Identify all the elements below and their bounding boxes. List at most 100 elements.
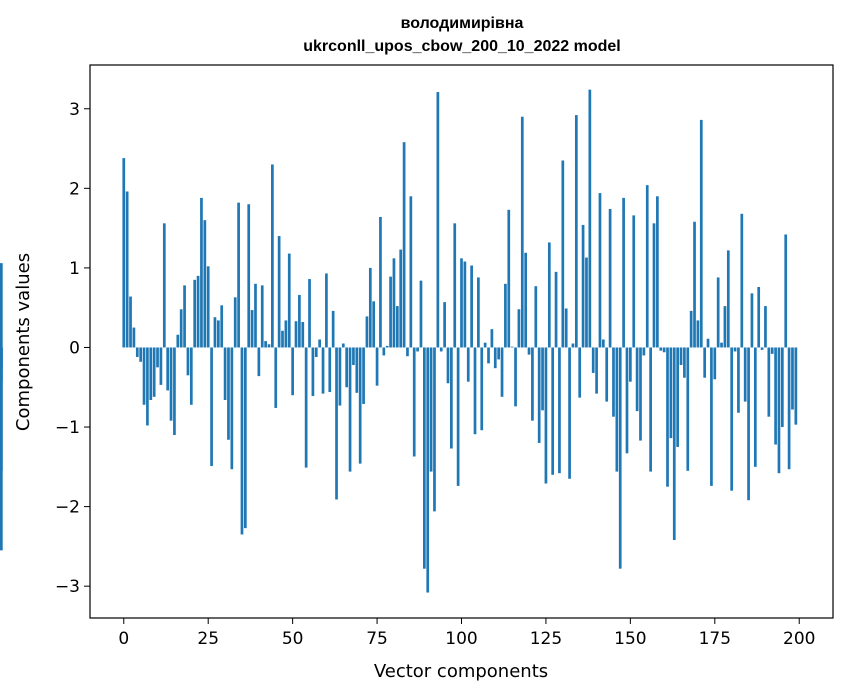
- bar: [743, 347, 747, 402]
- bar: [456, 347, 460, 486]
- bar: [122, 158, 126, 348]
- bar: [206, 266, 210, 348]
- bar: [716, 277, 720, 348]
- bar: [213, 317, 217, 348]
- bar: [770, 347, 774, 354]
- bar: [483, 342, 487, 348]
- bar: [325, 273, 328, 348]
- bar: [500, 347, 504, 397]
- bar: [622, 197, 625, 348]
- bar: [791, 347, 794, 410]
- bar: [284, 320, 288, 348]
- bar: [412, 347, 416, 457]
- bar: [547, 242, 551, 348]
- bar: [146, 347, 149, 426]
- bar: [656, 196, 659, 348]
- bar: [331, 310, 335, 348]
- bar: [629, 347, 632, 382]
- bar: [460, 258, 463, 348]
- bar: [615, 347, 619, 472]
- bar: [639, 347, 642, 441]
- bar: [244, 347, 247, 529]
- bar: [247, 204, 251, 348]
- bar: [210, 347, 213, 467]
- bar: [531, 347, 534, 421]
- bar: [267, 344, 271, 348]
- y-axis-label: Components values: [13, 253, 34, 431]
- bar: [179, 309, 183, 348]
- bar: [723, 306, 727, 348]
- bar: [446, 347, 450, 384]
- bar: [433, 347, 436, 512]
- bar: [524, 252, 528, 348]
- y-axis-ticks: −3 −2 −1 0 1 2 3: [55, 100, 90, 597]
- bar: [720, 342, 723, 348]
- bar: [537, 347, 541, 443]
- bar: [561, 160, 565, 348]
- bar: [409, 196, 413, 348]
- bars-group: [0, 89, 798, 593]
- bar: [669, 347, 673, 439]
- bar: [683, 347, 686, 378]
- bar: [220, 305, 224, 348]
- bar: [571, 343, 575, 348]
- bar: [389, 276, 392, 348]
- bar: [612, 347, 615, 417]
- bar: [159, 347, 163, 385]
- bar: [338, 347, 342, 406]
- y-tick-label: −3: [55, 577, 80, 597]
- x-tick-label: 175: [699, 629, 731, 649]
- bar: [429, 347, 433, 472]
- bar: [760, 347, 764, 350]
- bar: [423, 347, 426, 569]
- bar: [713, 347, 717, 380]
- bar: [578, 347, 582, 398]
- bar: [554, 271, 558, 348]
- bar: [608, 209, 612, 348]
- bar: [699, 119, 703, 348]
- bar: [169, 347, 173, 421]
- bar: [730, 347, 734, 491]
- bar: [250, 310, 254, 348]
- bar: [355, 347, 359, 393]
- y-tick-label: 0: [69, 338, 80, 358]
- bar: [693, 221, 696, 348]
- bar: [287, 253, 291, 348]
- bar: [166, 347, 170, 391]
- bar: [733, 347, 737, 352]
- bar: [737, 347, 740, 413]
- bar: [598, 193, 602, 348]
- bar: [233, 297, 237, 348]
- bar: [662, 347, 666, 353]
- bar: [504, 283, 507, 348]
- bar: [490, 329, 494, 348]
- chart-subtitle: ukrconll_upos_cbow_200_10_2022 model: [303, 38, 620, 55]
- bar: [162, 223, 166, 348]
- bar: [271, 164, 274, 348]
- bar: [183, 285, 186, 348]
- bar: [304, 347, 308, 468]
- bar: [372, 301, 376, 348]
- bar: [176, 334, 180, 348]
- bar: [186, 347, 190, 376]
- bar: [352, 347, 355, 365]
- bar: [568, 347, 571, 479]
- bar: [227, 347, 230, 440]
- bar: [794, 347, 798, 425]
- bar: [335, 347, 338, 500]
- bar: [652, 223, 656, 348]
- bar: [645, 185, 649, 348]
- bar: [497, 347, 500, 360]
- bar: [706, 338, 710, 348]
- bar: [132, 327, 136, 348]
- bar: [230, 347, 234, 470]
- bar: [200, 197, 203, 348]
- bar: [551, 347, 555, 475]
- bar: [558, 347, 561, 474]
- bar: [507, 209, 511, 348]
- bar: [406, 347, 409, 357]
- bar: [747, 347, 750, 501]
- y-tick-label: −1: [55, 418, 80, 438]
- x-tick-label: 150: [614, 629, 646, 649]
